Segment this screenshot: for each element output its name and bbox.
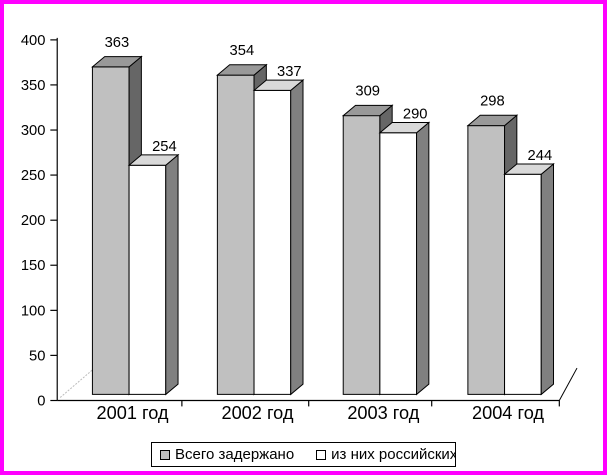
svg-text:298: 298: [480, 93, 505, 109]
svg-text:200: 200: [21, 213, 46, 229]
svg-text:50: 50: [29, 348, 45, 364]
svg-text:0: 0: [37, 393, 45, 409]
svg-text:2004 год: 2004 год: [472, 403, 544, 423]
svg-text:350: 350: [21, 78, 46, 94]
svg-text:244: 244: [528, 148, 553, 164]
svg-text:400: 400: [21, 33, 46, 49]
svg-text:354: 354: [230, 43, 255, 59]
svg-text:2003 год: 2003 год: [347, 403, 419, 423]
svg-text:363: 363: [105, 35, 130, 51]
svg-text:337: 337: [277, 64, 302, 80]
svg-text:309: 309: [355, 84, 380, 100]
svg-text:254: 254: [152, 139, 177, 155]
svg-text:2001 год: 2001 год: [97, 403, 169, 423]
svg-text:100: 100: [21, 303, 46, 319]
svg-text:150: 150: [21, 258, 46, 274]
svg-text:300: 300: [21, 123, 46, 139]
svg-text:2002 год: 2002 год: [221, 403, 293, 423]
svg-text:290: 290: [403, 107, 428, 123]
svg-text:250: 250: [21, 168, 46, 184]
